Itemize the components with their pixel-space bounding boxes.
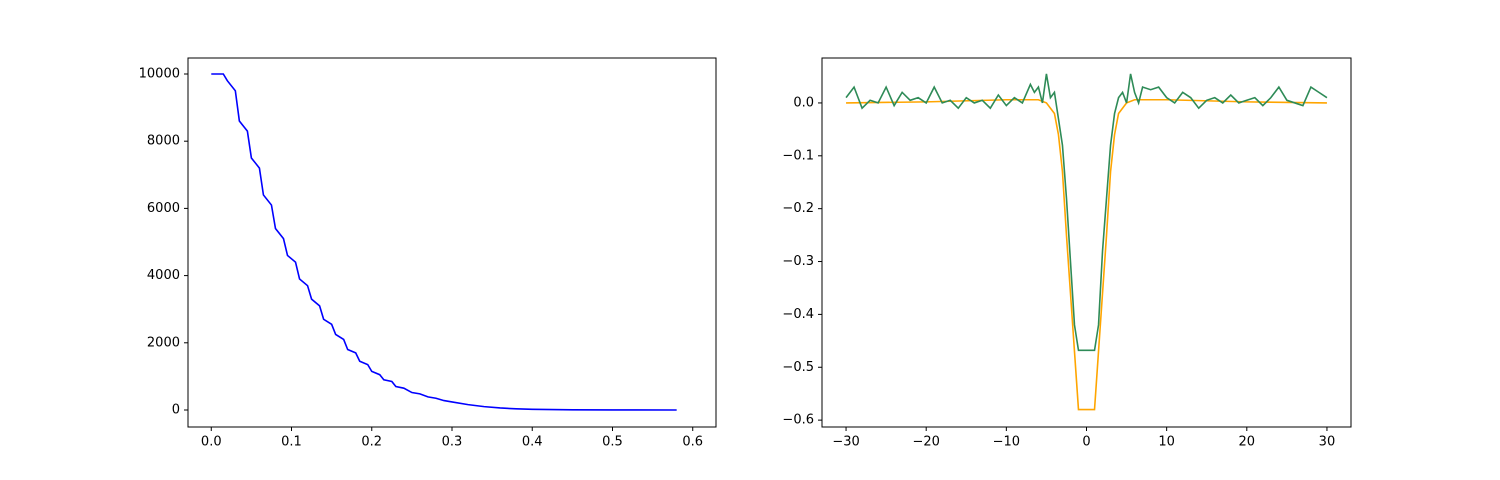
y-tick-label: −0.5 bbox=[782, 360, 814, 375]
x-tick-label: 0.5 bbox=[602, 435, 623, 450]
y-tick-label: 8000 bbox=[147, 134, 180, 149]
y-tick-label: −0.1 bbox=[782, 148, 814, 163]
axes-frame bbox=[187, 57, 717, 428]
x-tick-label: −20 bbox=[912, 435, 939, 450]
x-tick-label: 0.6 bbox=[682, 435, 703, 450]
x-tick-label: −10 bbox=[993, 435, 1020, 450]
axes-frame bbox=[821, 57, 1352, 428]
x-tick-label: 0.1 bbox=[281, 435, 302, 450]
y-tick-label: −0.6 bbox=[782, 413, 814, 428]
x-tick-label: 0.0 bbox=[201, 435, 222, 450]
x-tick-label: 0.3 bbox=[442, 435, 463, 450]
x-tick-label: 10 bbox=[1158, 435, 1175, 450]
x-tick-label: 0 bbox=[1082, 435, 1090, 450]
y-tick-label: 6000 bbox=[147, 201, 180, 216]
y-tick-label: 4000 bbox=[147, 268, 180, 283]
x-tick-label: 0.4 bbox=[522, 435, 543, 450]
data-line bbox=[846, 98, 1327, 411]
y-tick-label: 2000 bbox=[147, 335, 180, 350]
x-tick-label: −30 bbox=[832, 435, 859, 450]
y-tick-label: −0.3 bbox=[782, 254, 814, 269]
x-tick-label: 0.2 bbox=[361, 435, 382, 450]
data-line bbox=[845, 73, 1328, 352]
data-line bbox=[211, 73, 677, 411]
x-tick-label: 30 bbox=[1319, 435, 1336, 450]
y-tick-label: 0.0 bbox=[793, 95, 814, 110]
x-tick-label: 20 bbox=[1239, 435, 1256, 450]
y-tick-label: −0.4 bbox=[782, 307, 814, 322]
y-tick-label: 0 bbox=[172, 402, 180, 417]
y-tick-label: 10000 bbox=[139, 66, 180, 81]
y-tick-label: −0.2 bbox=[782, 201, 814, 216]
